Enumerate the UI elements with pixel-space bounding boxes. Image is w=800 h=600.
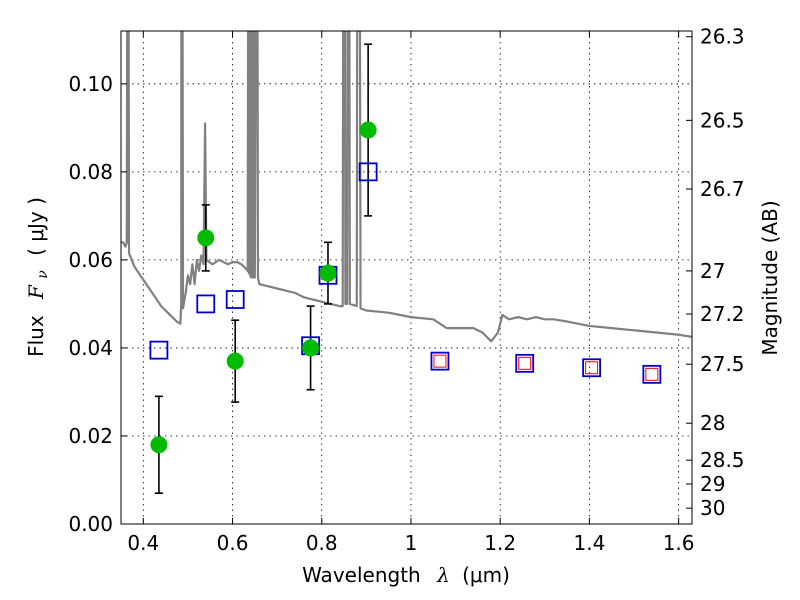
x-tick-label: 1.2 <box>484 531 516 555</box>
model-square <box>149 340 169 360</box>
x-axis-label-text: Wavelength <box>302 563 421 587</box>
y2-tick-label: 26.7 <box>700 177 745 201</box>
observed-point <box>197 229 215 247</box>
y2-tick-label: 29 <box>700 472 725 496</box>
x-tick-label: 1 <box>405 531 418 555</box>
x-tick-label: 0.4 <box>127 531 159 555</box>
prediction-square <box>433 354 447 368</box>
observed-point <box>302 339 320 357</box>
y-axis-label-symbol: F <box>24 284 48 300</box>
y2-tick-label: 28.5 <box>700 448 745 472</box>
y-axis-label-unit: ( μJy ) <box>24 197 48 256</box>
x-tick-label: 1.4 <box>573 531 605 555</box>
model-square <box>225 290 245 309</box>
model-square <box>515 353 535 373</box>
model-square <box>430 351 450 371</box>
x-tick-label: 1.6 <box>663 531 695 555</box>
y2-tick-label: 26.3 <box>700 25 745 49</box>
spectrum-line <box>121 31 692 343</box>
y-tick-label: 0.02 <box>68 424 113 448</box>
y2-tick-label: 27 <box>700 259 725 283</box>
plot-frame <box>120 30 693 525</box>
y-tick-label: 0.06 <box>68 248 113 272</box>
y2-tick-label: 30 <box>700 496 725 520</box>
y-axis-label-subscript: ν <box>35 270 51 279</box>
y-tick-label: 0.08 <box>68 160 113 184</box>
y-axis-label: Flux F ν ( μJy ) <box>24 197 52 357</box>
y2-tick-label: 28 <box>700 411 725 435</box>
plot-background <box>121 31 692 524</box>
y-tick-label: 0.04 <box>68 336 113 360</box>
prediction-square <box>645 367 659 381</box>
model-square <box>582 358 602 378</box>
model-square <box>196 294 216 314</box>
observed-point <box>150 436 168 454</box>
y2-tick-label: 27.2 <box>700 302 745 326</box>
x-tick-label: 0.6 <box>217 531 249 555</box>
observed-point <box>226 352 244 370</box>
plot-area <box>121 31 692 494</box>
y2-axis-label: Magnitude (AB) <box>758 200 782 355</box>
y-axis-label-text: Flux <box>24 315 48 357</box>
x-axis-label: Wavelength λ (μm) <box>302 563 510 587</box>
prediction-square <box>585 361 599 375</box>
observed-point <box>319 264 337 282</box>
observed-point <box>359 121 377 139</box>
model-square <box>358 162 378 182</box>
axis-ticks: 0.4 0.6 0.8 1 1.2 1.4 1.6 0.00 0.02 0.04 0.06 0.08 0… <box>68 25 744 555</box>
y-tick-label: 0.00 <box>68 512 113 536</box>
y-tick-label: 0.10 <box>68 72 113 96</box>
x-tick-label: 0.8 <box>306 531 338 555</box>
x-axis-label-unit: (μm) <box>462 563 510 587</box>
y2-tick-label: 26.5 <box>700 108 745 132</box>
x-axis-label-symbol: λ <box>436 563 450 587</box>
prediction-square <box>518 356 532 370</box>
model-square <box>642 364 662 384</box>
y2-tick-label: 27.5 <box>700 352 745 376</box>
